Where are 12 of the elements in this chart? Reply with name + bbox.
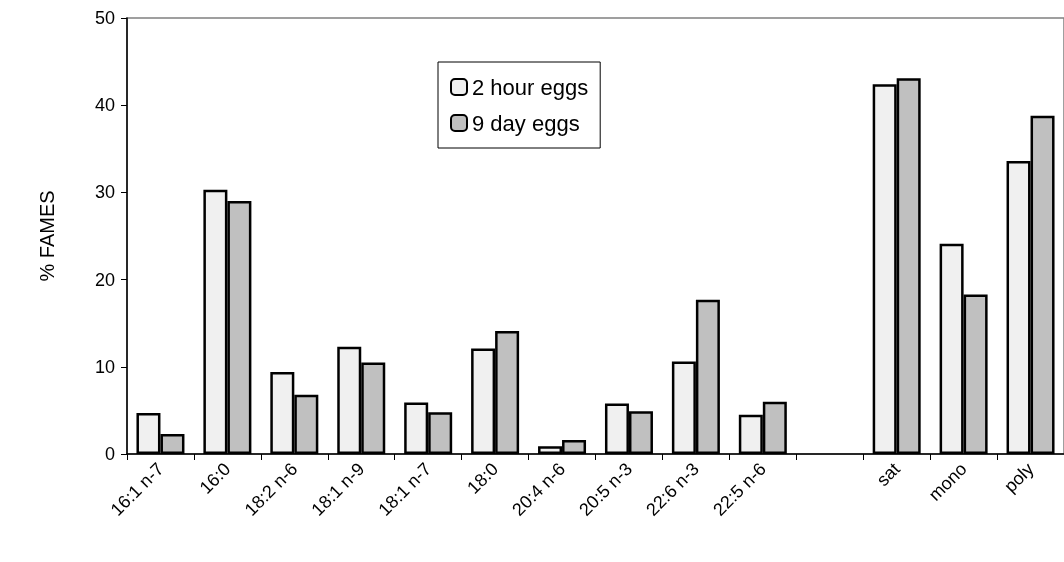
y-tick-label: 30	[94, 182, 115, 203]
x-tick-label: 18:1 n-7	[374, 458, 436, 520]
legend-label: 2 hour eggs	[472, 74, 589, 100]
y-tick-label: 50	[94, 8, 115, 28]
x-tick-label: sat	[872, 458, 904, 491]
legend-label: 9 day eggs	[472, 110, 580, 136]
y-axis-title: % FAMES	[36, 190, 58, 282]
y-tick-label: 40	[94, 95, 115, 116]
x-tick-label: 18:1 n-9	[307, 458, 369, 520]
y-tick-label: 0	[104, 444, 115, 464]
y-tick-label: 10	[94, 356, 115, 377]
y-tick-label: 20	[94, 269, 115, 290]
